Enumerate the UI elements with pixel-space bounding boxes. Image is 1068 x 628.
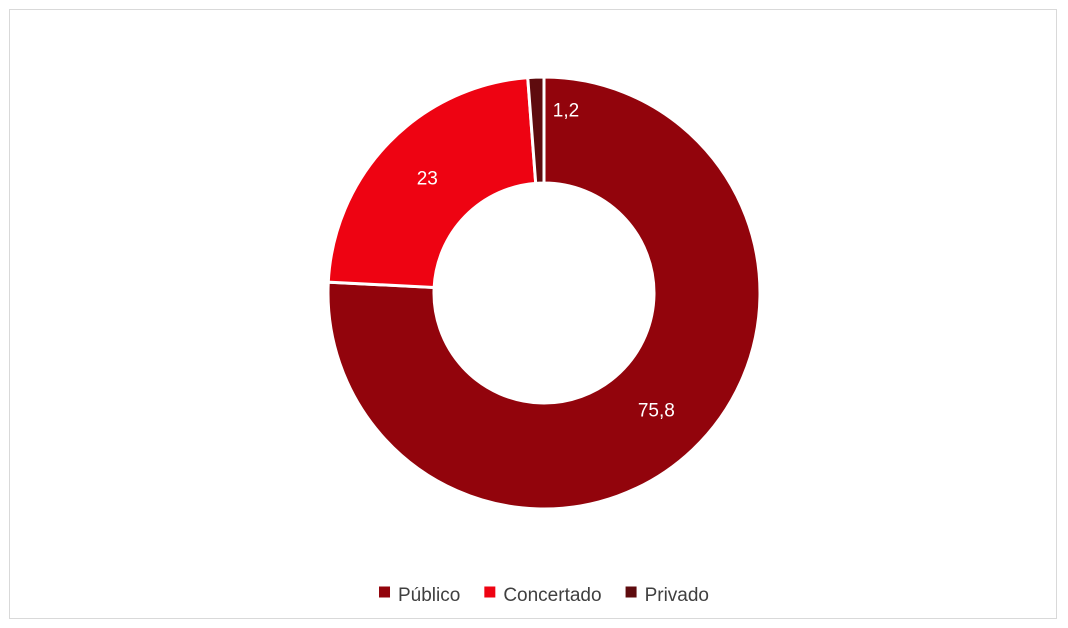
legend-swatch-privado [625, 586, 637, 598]
legend-label-publico: Público [398, 585, 460, 606]
slice-concertado [326, 76, 538, 290]
data-label-privado: 1,2 [553, 101, 579, 122]
legend-swatch-concertado [484, 586, 496, 598]
data-label-publico: 75,8 [638, 401, 675, 422]
legend-label-privado: Privado [645, 585, 709, 606]
data-label-concertado: 23 [417, 169, 438, 190]
legend: Público Concertado Privado [379, 585, 709, 606]
chart-area: 75,8 23 1,2 Público Concertado Privado [9, 9, 1057, 619]
data-labels-group: 75,8 23 1,2 [417, 101, 675, 422]
slice-privado [526, 75, 546, 185]
slices-group [326, 75, 762, 511]
donut-chart: 75,8 23 1,2 Público Concertado Privado [326, 75, 762, 606]
legend-label-concertado: Concertado [503, 585, 601, 606]
slice-publico [326, 75, 762, 511]
legend-swatch-publico [379, 586, 391, 598]
